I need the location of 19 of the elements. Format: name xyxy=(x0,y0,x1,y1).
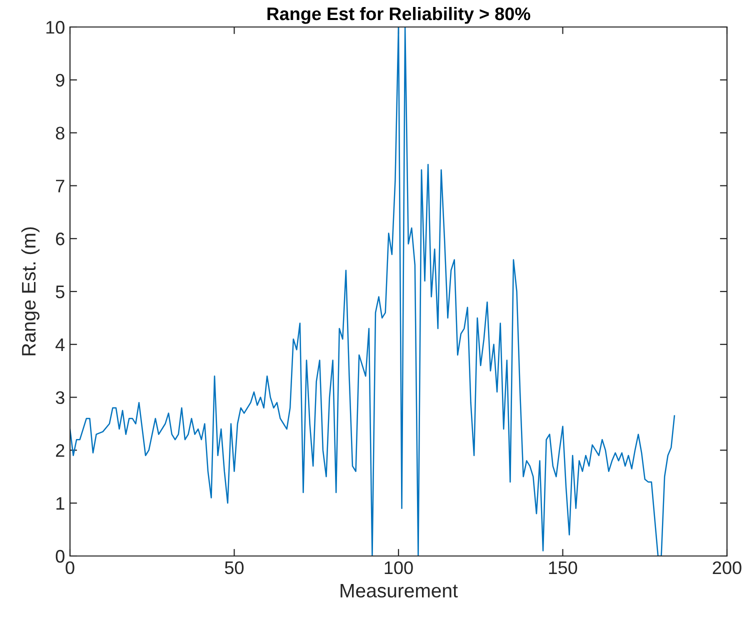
y-tick-label: 3 xyxy=(56,391,64,404)
x-tick-label: 100 xyxy=(384,561,413,574)
y-tick-label: 4 xyxy=(56,338,65,351)
y-tick-label: 1 xyxy=(56,497,64,510)
x-tick-label: 200 xyxy=(712,561,742,574)
y-tick-label: 7 xyxy=(56,180,64,192)
y-tick-label: 9 xyxy=(56,74,64,87)
x-tick-label: 0 xyxy=(66,561,74,574)
y-tick-label: 6 xyxy=(56,232,64,246)
chart-title: Range Est for Reliability > 80% xyxy=(268,6,530,24)
x-axis-title: Measurement xyxy=(340,584,458,598)
y-tick-label: 2 xyxy=(56,444,64,457)
x-tick-label: 150 xyxy=(549,561,578,574)
y-tick-label: 8 xyxy=(56,126,64,140)
y-tick-label: 5 xyxy=(56,286,64,298)
y-tick-label: 10 xyxy=(46,20,64,34)
y-tick-label: 0 xyxy=(56,550,64,563)
x-tick-label: 50 xyxy=(224,561,244,574)
y-axis-title: Range Est. (m) xyxy=(21,227,40,356)
